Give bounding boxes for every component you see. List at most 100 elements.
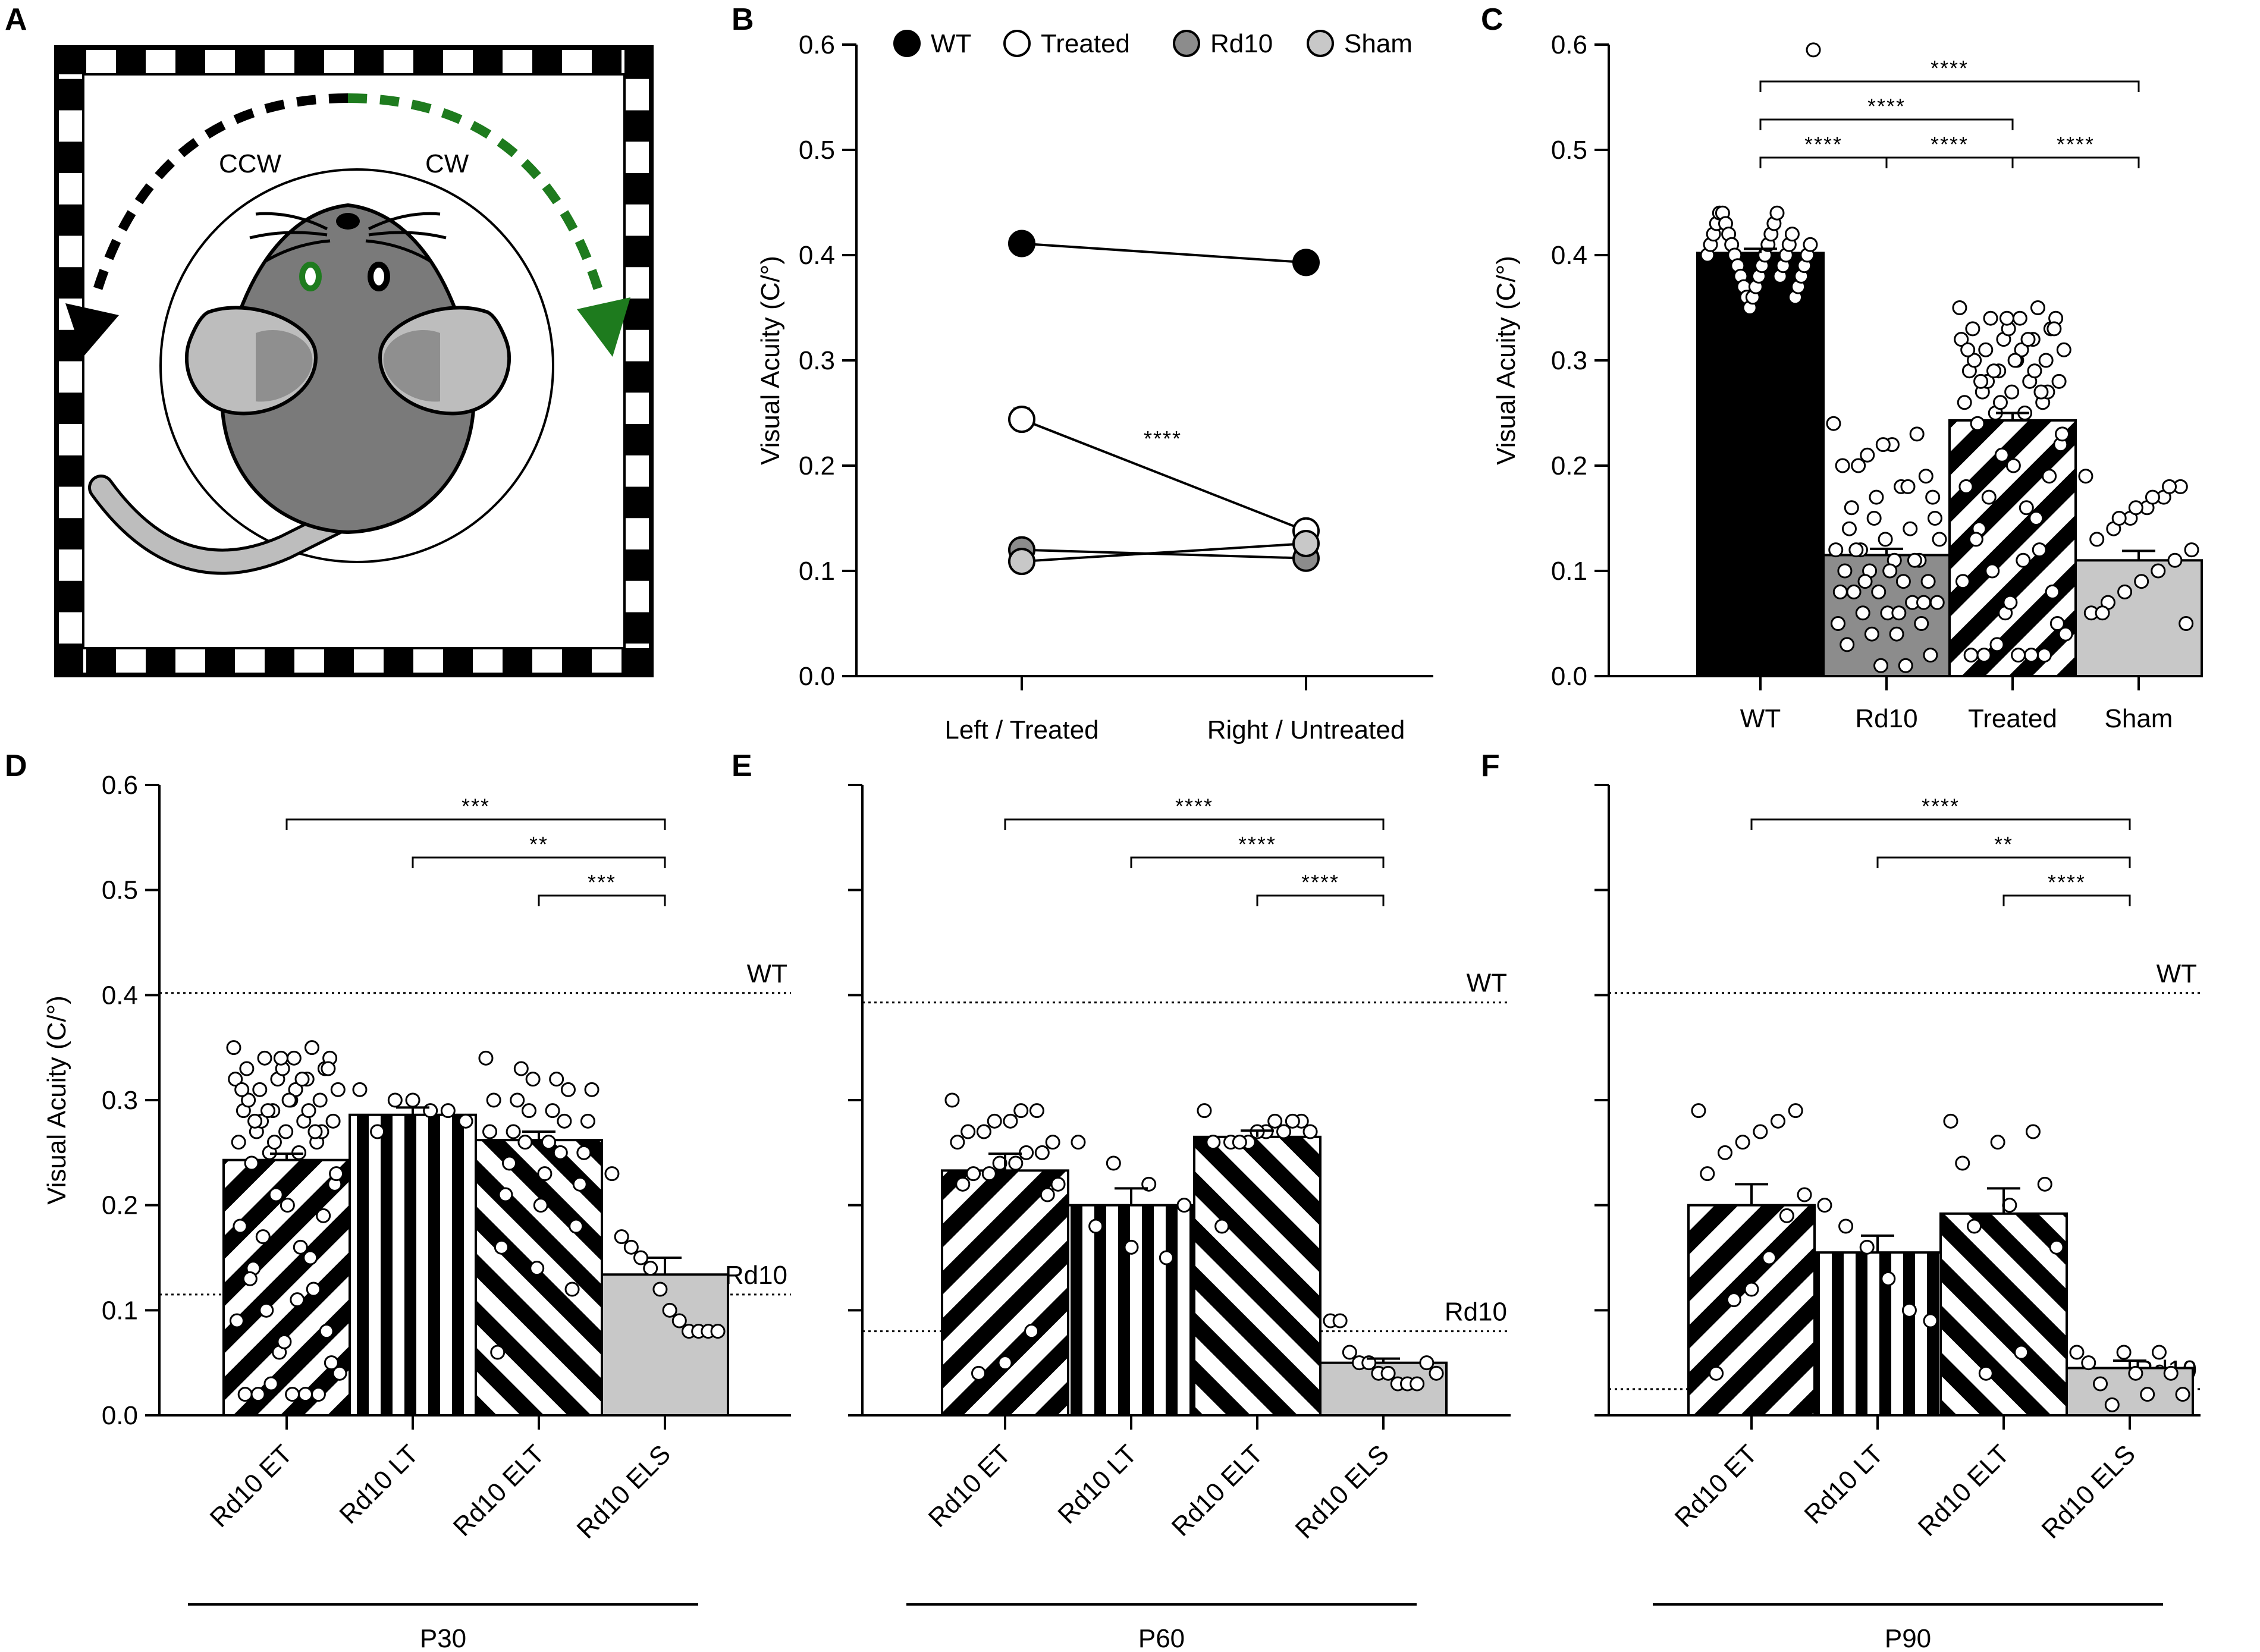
data-point [1903, 521, 1918, 536]
data-point [286, 1050, 302, 1066]
significance-label: **** [1931, 56, 1969, 80]
bar [601, 1273, 729, 1417]
data-point [1197, 1103, 1212, 1119]
x-tick-label: Rd10 ET [205, 1439, 298, 1532]
data-point [987, 1113, 1002, 1129]
data-point [387, 1092, 403, 1108]
x-tick-label: Right / Untreated [1207, 715, 1405, 745]
data-point [662, 1302, 677, 1318]
chart-body: 0.0 0.1 0.2 0.3 0.4 0.5 0.6 Visual Acuity (C/°)… [1492, 30, 2203, 733]
panel-letter-b: B [732, 2, 754, 37]
data-point [290, 1292, 305, 1308]
y-tick-label: 0.1 [799, 557, 835, 586]
significance-bracket [1885, 156, 2014, 168]
data-point [268, 1187, 284, 1202]
data-point [652, 1282, 668, 1297]
data-point [1976, 648, 1992, 663]
data-point [257, 1050, 272, 1066]
data-point [316, 1208, 331, 1223]
data-point [2069, 1345, 2085, 1360]
significance-label: *** [462, 794, 490, 818]
data-point [1691, 1103, 1706, 1119]
data-point [992, 1155, 1007, 1171]
data-point [2093, 1376, 2108, 1392]
bar [1696, 252, 1825, 677]
data-point [1176, 1198, 1192, 1213]
series-line [1021, 542, 1307, 563]
data-point [1878, 532, 1893, 547]
data-point [2007, 353, 2023, 368]
y-tick-label: 0.0 [799, 662, 835, 691]
y-tick-label: 0.5 [799, 136, 835, 165]
chart-series [1008, 230, 1320, 576]
data-point [1008, 1155, 1024, 1171]
y-tick-label: 0.2 [799, 451, 835, 480]
data-point [482, 1124, 498, 1139]
data-point [2011, 648, 2026, 663]
data-point [564, 1282, 580, 1297]
data-point [2117, 584, 2133, 599]
data-point [1832, 584, 1848, 599]
data-point [1929, 595, 1945, 610]
data-point [1232, 1135, 1247, 1150]
data-point [1029, 1103, 1044, 1119]
data-point [1970, 416, 1985, 431]
significance-bracket [538, 894, 666, 906]
data-point [537, 1166, 553, 1182]
data-point [1978, 1365, 1994, 1381]
data-point [2089, 532, 2105, 547]
bar [1939, 1212, 2068, 1417]
data-point [1895, 574, 1911, 589]
significance-bracket [1256, 894, 1385, 906]
data-point [1927, 511, 1942, 526]
data-point [260, 1103, 275, 1119]
data-point [955, 1176, 971, 1192]
y-tick-label: 0.4 [102, 981, 138, 1010]
cw-arrow-icon [347, 93, 630, 357]
panel-e-bar-chart: E WT Rd10 Rd10 ET Rd10 LT Rd10 ELT Rd10 ELS **… [732, 749, 1511, 1652]
data-point [643, 1261, 658, 1276]
data-point [1914, 616, 1929, 631]
data-point [486, 1092, 501, 1108]
data-point [1419, 1355, 1435, 1371]
data-point [950, 1135, 965, 1150]
bar [1193, 1135, 1322, 1417]
significance-label: **** [1867, 94, 1906, 118]
data-point [506, 1124, 521, 1139]
data-point [1735, 1135, 1750, 1150]
legend-label: Sham [1344, 29, 1412, 58]
data-point [671, 1313, 687, 1328]
data-point [2025, 1124, 2041, 1139]
data-point [490, 1345, 506, 1360]
data-point [307, 1124, 323, 1139]
data-point [352, 1082, 368, 1097]
group-label: P90 [1885, 1624, 1931, 1652]
data-point [293, 1239, 308, 1255]
data-point [960, 1124, 976, 1139]
data-point [517, 1135, 533, 1150]
data-point [2019, 500, 2034, 516]
data-point [2179, 616, 2194, 631]
data-point [321, 1061, 336, 1076]
data-point [2030, 300, 2045, 315]
legend-label: WT [931, 29, 971, 58]
data-point [522, 1103, 537, 1119]
data-point [2027, 363, 2042, 379]
data-point [1955, 1155, 1970, 1171]
data-point [1851, 458, 1866, 473]
data-point [306, 1282, 321, 1297]
series-rd10 [1008, 536, 1320, 572]
series-wt [1008, 230, 1320, 277]
data-point [604, 1166, 620, 1182]
legend-label: Rd10 [1210, 29, 1273, 58]
data-point [1981, 489, 1997, 505]
data-point [1332, 1313, 1348, 1328]
data-point [1717, 1145, 1732, 1160]
data-point [2134, 574, 2149, 589]
data-point [502, 1155, 517, 1171]
panel-c-bar-chart: C 0.0 0.1 0.2 0.3 0.4 0.5 0.6 Visual Acuity (C/… [1481, 2, 2203, 733]
data-point [1907, 552, 1922, 568]
chart-body: 0.0 0.1 0.2 0.3 0.4 0.5 0.6 Visual Acuity (C/°)… [42, 771, 791, 1652]
data-point [1875, 437, 1891, 453]
